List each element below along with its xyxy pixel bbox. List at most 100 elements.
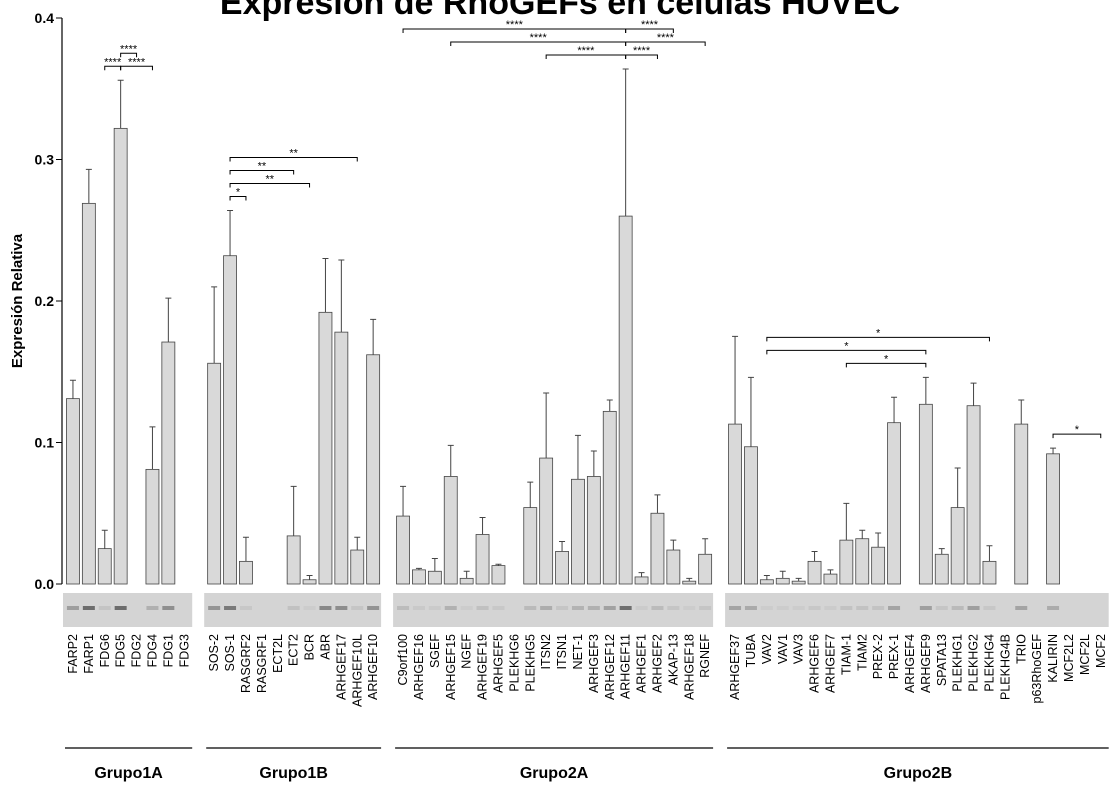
bar <box>856 539 869 584</box>
group-label: Grupo2B <box>884 765 952 782</box>
bar <box>619 216 632 584</box>
bar <box>239 561 252 584</box>
error-bar <box>827 570 833 574</box>
gel-band <box>1047 606 1059 610</box>
y-tick-label: 0.0 <box>35 576 55 592</box>
bar <box>824 574 837 584</box>
x-tick-label: SOS-2 <box>207 634 221 672</box>
x-tick-label: ARHGEF10 <box>366 634 380 700</box>
x-tick-label: TIAM-1 <box>839 634 853 675</box>
x-tick-label: ARHGEF19 <box>476 634 490 700</box>
x-tick-label: MCF2L <box>1078 634 1092 675</box>
error-bar <box>670 540 676 550</box>
x-tick-label: p63RhoGEF <box>1030 634 1044 704</box>
gel-band <box>699 606 711 610</box>
y-axis-label: Expresión Relativa <box>9 233 26 368</box>
gel-band <box>288 606 300 610</box>
error-bar <box>432 559 438 572</box>
error-bar <box>732 336 738 424</box>
x-tick-label: VAV1 <box>776 634 790 664</box>
x-tick-label: AKAP-13 <box>666 634 680 685</box>
x-tick-label: KALIRIN <box>1046 634 1060 683</box>
gel-band <box>824 606 836 610</box>
gel-band <box>556 606 568 610</box>
x-tick-label: ITSN1 <box>555 634 569 669</box>
error-bar <box>654 495 660 513</box>
gel-band <box>397 606 409 610</box>
x-tick-label: PLEKHG4B <box>998 634 1012 700</box>
error-bar <box>291 486 297 536</box>
error-bar <box>149 427 155 469</box>
gel-band <box>367 606 379 610</box>
x-tick-label: SOS-1 <box>223 634 237 672</box>
bar <box>571 479 584 584</box>
y-tick-label: 0.1 <box>35 435 55 451</box>
error-bar <box>575 435 581 479</box>
bar <box>66 399 79 584</box>
x-tick-label: ARHGEF4 <box>903 634 917 693</box>
significance-label: * <box>884 353 889 365</box>
x-tick-label: ECT2L <box>271 634 285 673</box>
gel-band <box>335 606 347 610</box>
x-tick-label: BCR <box>303 634 317 660</box>
gel-band <box>146 606 158 610</box>
error-bar <box>986 546 992 562</box>
error-bar <box>338 260 344 332</box>
bar <box>162 342 175 584</box>
x-tick-label: ARHGEF1 <box>635 634 649 693</box>
group-label: Grupo1B <box>259 765 327 782</box>
gel-band <box>840 606 852 610</box>
x-tick-label: PLEKHG6 <box>507 634 521 692</box>
x-tick-label: FARP1 <box>82 634 96 674</box>
gel-band <box>588 606 600 610</box>
error-bar <box>243 537 249 561</box>
error-bar <box>86 169 92 203</box>
bar <box>319 312 332 584</box>
error-bar <box>639 573 645 577</box>
error-bar <box>370 319 376 354</box>
significance-label: **** <box>128 56 146 68</box>
significance-label: **** <box>120 43 138 55</box>
error-bar <box>464 571 470 578</box>
gel-band <box>492 606 504 610</box>
bar <box>587 476 600 584</box>
x-tick-label: SPATA13 <box>935 634 949 686</box>
x-tick-label: MCF2L2 <box>1062 634 1076 682</box>
error-bar <box>591 451 597 476</box>
x-tick-label: ARHGEF12 <box>603 634 617 700</box>
significance-label: **** <box>577 45 595 57</box>
x-tick-label: FDG1 <box>161 634 175 667</box>
x-tick-label: PLEKHG4 <box>982 634 996 692</box>
bar <box>412 570 425 584</box>
bar <box>540 458 553 584</box>
error-bar <box>102 530 108 548</box>
gel-band <box>162 606 174 610</box>
error-bar <box>623 69 629 216</box>
error-bar <box>354 537 360 550</box>
x-tick-label: RASGRF2 <box>239 634 253 693</box>
y-tick-label: 0.3 <box>35 152 55 168</box>
x-tick-label: NGEF <box>460 634 474 669</box>
group-label: Grupo2A <box>520 765 589 782</box>
error-bar <box>796 578 802 581</box>
error-bar <box>307 576 313 580</box>
error-bar <box>1018 400 1024 424</box>
bar <box>683 581 696 584</box>
gel-band <box>319 606 331 610</box>
gel-band <box>83 606 95 610</box>
gel-band <box>1015 606 1027 610</box>
x-tick-label: PLEKHG2 <box>967 634 981 692</box>
gel-band <box>461 606 473 610</box>
gel-band <box>761 606 773 610</box>
bar <box>397 516 410 584</box>
gel-band <box>777 606 789 610</box>
bar <box>1047 454 1060 584</box>
significance-label: ** <box>266 173 275 185</box>
gel-band <box>793 606 805 610</box>
bar <box>667 550 680 584</box>
gel-band <box>208 606 220 610</box>
bar <box>556 551 569 584</box>
error-bar <box>118 80 124 128</box>
bar <box>98 549 111 584</box>
error-bar <box>543 393 549 458</box>
